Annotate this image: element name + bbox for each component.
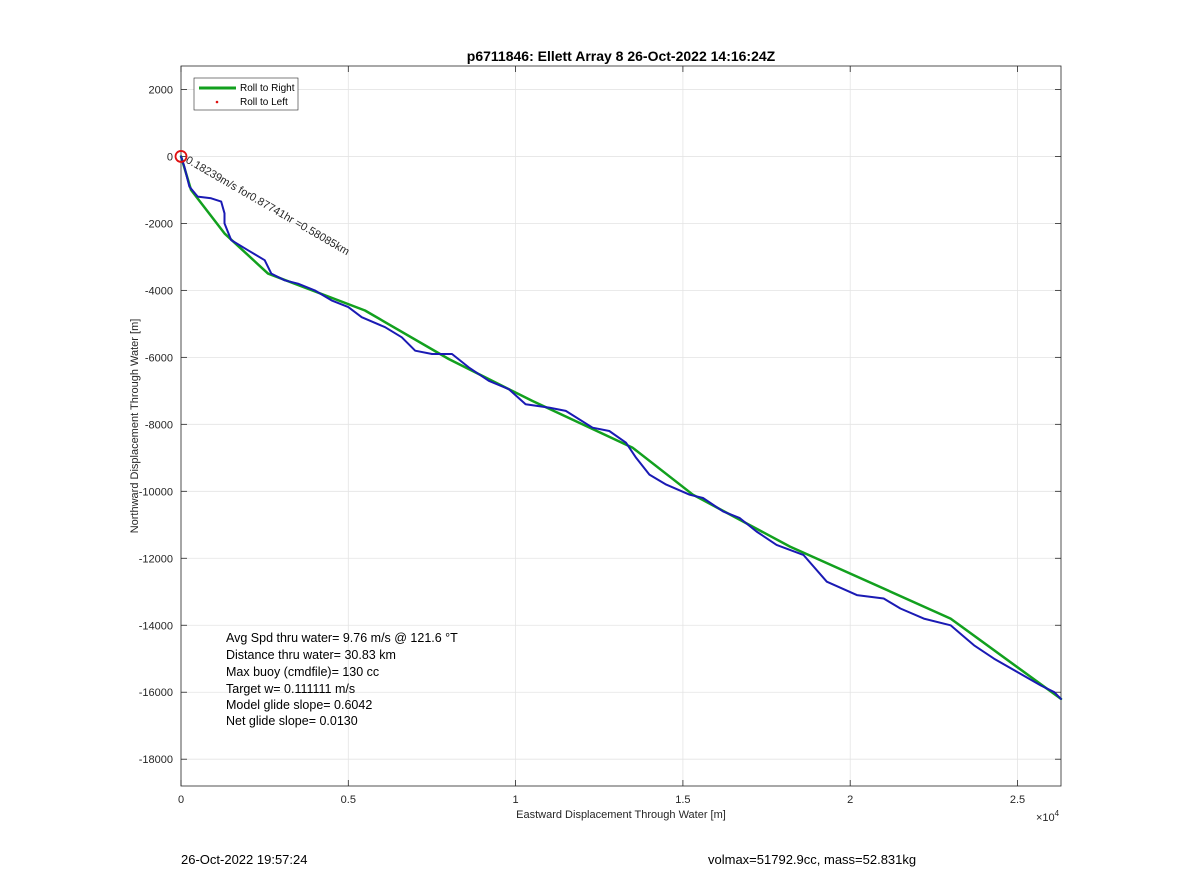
y-tick-label: -14000	[139, 620, 173, 632]
y-axis-label: Northward Displacement Through Water [m]	[129, 319, 141, 534]
x-exponent: ×104	[1036, 809, 1060, 824]
series-group	[174, 150, 1063, 701]
x-tick-label: 2	[847, 794, 853, 806]
x-exponent-power: 4	[1055, 809, 1060, 818]
stat-net-glide: Net glide slope= 0.0130	[226, 714, 358, 728]
legend-entry-roll-right: Roll to Right	[240, 83, 295, 94]
y-tick-label: -10000	[139, 486, 173, 498]
legend-swatch-roll-left	[215, 100, 219, 104]
grid-lines	[180, 66, 1061, 786]
series-track-line	[180, 155, 1062, 700]
speed-annotation: 0.18239m/s for0.87741hr =0.58085km	[184, 154, 352, 258]
series-roll-right-line	[179, 155, 1063, 701]
footer-timestamp: 26-Oct-2022 19:57:24	[181, 852, 308, 867]
y-tick-label: -8000	[145, 419, 173, 431]
legend-box	[193, 77, 299, 111]
x-tick-label: 2.5	[1010, 794, 1025, 806]
y-tick-label: -4000	[145, 285, 173, 297]
footer-volmax-mass: volmax=51792.9cc, mass=52.831kg	[708, 852, 917, 867]
y-ticks: 2000 0 -2000 -4000 -6000 -8000 -10000 -12000 -14…	[139, 84, 1061, 766]
x-ticks: 0 0.5 1 1.5 2 2.5	[178, 66, 1025, 806]
x-tick-label: 1.5	[675, 794, 690, 806]
y-tick-label: 2000	[149, 84, 173, 96]
x-tick-label: 0.5	[341, 794, 356, 806]
y-tick-label: -6000	[145, 352, 173, 364]
stat-model-glide: Model glide slope= 0.6042	[226, 698, 372, 712]
start-marker	[174, 150, 188, 163]
x-tick-label: 1	[513, 794, 519, 806]
chart-title: p6711846: Ellett Array 8 26-Oct-2022 14:…	[467, 48, 776, 64]
stat-avg-speed: Avg Spd thru water= 9.76 m/s @ 121.6 °T	[226, 631, 458, 645]
plot-frame	[180, 65, 1062, 787]
legend: Roll to Right Roll to Left	[193, 77, 299, 111]
stat-distance: Distance thru water= 30.83 km	[226, 648, 396, 662]
x-exponent-base: ×10	[1036, 812, 1055, 824]
x-tick-label: 0	[178, 794, 184, 806]
y-tick-label: -16000	[139, 687, 173, 699]
stats-block: Avg Spd thru water= 9.76 m/s @ 121.6 °T …	[226, 631, 458, 728]
y-tick-label: -2000	[145, 218, 173, 230]
y-tick-label: 0	[167, 151, 173, 163]
legend-entry-roll-left: Roll to Left	[240, 97, 288, 108]
y-tick-label: -12000	[139, 553, 173, 565]
y-tick-label: -18000	[139, 754, 173, 766]
stat-max-buoy: Max buoy (cmdfile)= 130 cc	[226, 665, 379, 679]
stat-target-w: Target w= 0.111111 m/s	[226, 682, 355, 696]
x-axis-label: Eastward Displacement Through Water [m]	[516, 809, 726, 821]
